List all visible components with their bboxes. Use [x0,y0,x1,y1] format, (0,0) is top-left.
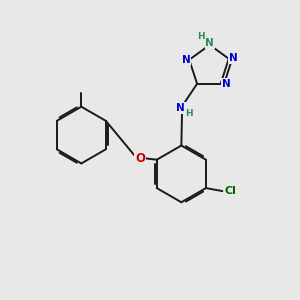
Text: O: O [135,152,146,165]
Text: N: N [205,38,214,48]
Text: H: H [197,32,205,41]
Text: N: N [182,55,191,65]
Text: H: H [185,109,193,118]
Text: N: N [229,53,238,63]
Text: Cl: Cl [224,186,236,196]
Text: N: N [176,103,185,113]
Text: N: N [222,79,230,89]
